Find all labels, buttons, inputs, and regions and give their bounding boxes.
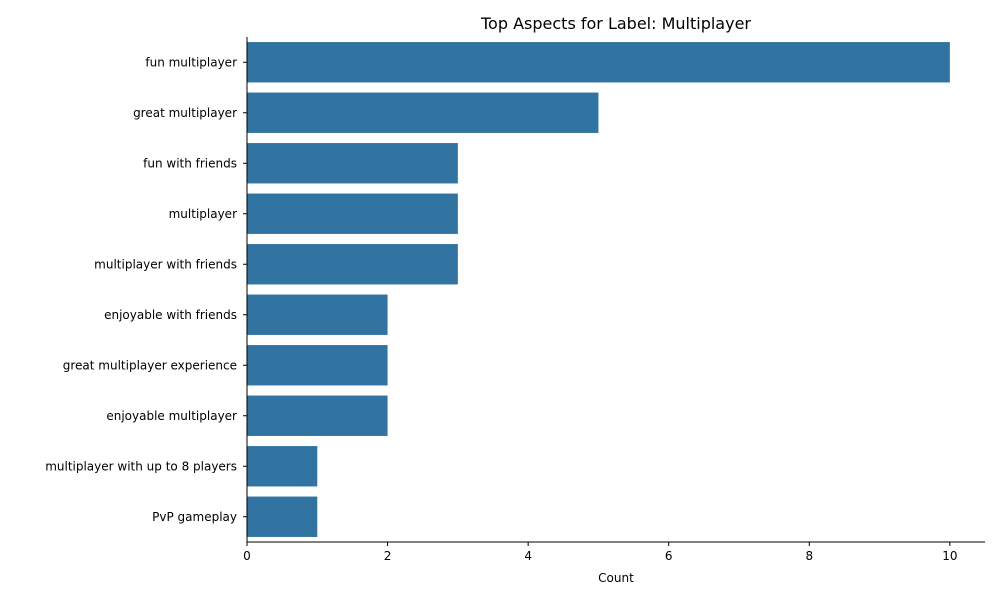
category-label-3: multiplayer [169, 207, 237, 221]
bar-1 [247, 92, 599, 133]
category-label-6: great multiplayer experience [63, 358, 237, 372]
category-label-1: great multiplayer [133, 106, 237, 120]
x-axis-label: Count [598, 571, 634, 585]
category-label-9: PvP gameplay [152, 510, 237, 524]
x-tick-label-5: 10 [942, 549, 957, 563]
bar-5 [247, 294, 388, 335]
category-label-0: fun multiplayer [145, 55, 237, 69]
x-tick-label-4: 8 [805, 549, 813, 563]
bar-6 [247, 345, 388, 386]
bar-7 [247, 395, 388, 436]
bar-9 [247, 496, 318, 537]
x-axis: 0 2 4 6 8 10 [243, 37, 985, 563]
category-label-7: enjoyable multiplayer [106, 409, 237, 423]
bar-8 [247, 446, 318, 487]
category-label-4: multiplayer with friends [94, 257, 237, 271]
x-tick-label-0: 0 [243, 549, 251, 563]
category-label-2: fun with friends [143, 156, 237, 170]
bar-0 [247, 42, 950, 83]
x-tick-label-2: 4 [524, 549, 532, 563]
category-label-8: multiplayer with up to 8 players [45, 459, 237, 473]
bars-group [247, 42, 950, 537]
category-label-5: enjoyable with friends [104, 308, 237, 322]
bar-4 [247, 244, 458, 285]
bar-3 [247, 193, 458, 234]
x-tick-label-1: 2 [384, 549, 392, 563]
bar-2 [247, 143, 458, 184]
chart-title: Top Aspects for Label: Multiplayer [480, 14, 751, 33]
x-tick-label-3: 6 [665, 549, 673, 563]
category-labels: fun multiplayer great multiplayer fun with… [45, 55, 247, 524]
